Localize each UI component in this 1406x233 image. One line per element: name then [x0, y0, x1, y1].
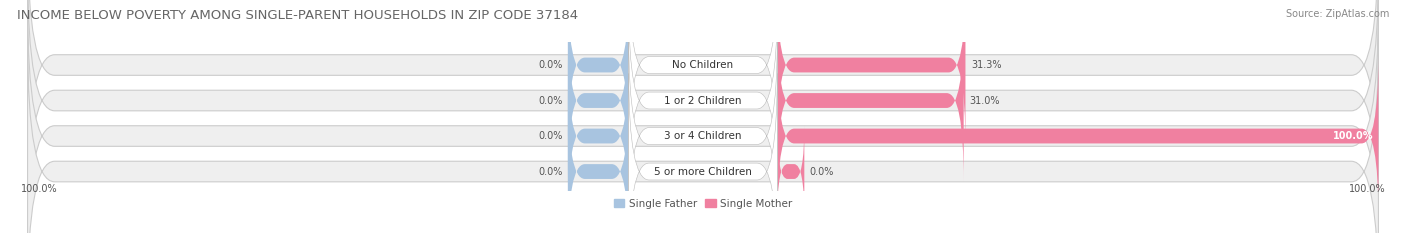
Text: 0.0%: 0.0% — [538, 96, 562, 106]
FancyBboxPatch shape — [778, 126, 804, 217]
Text: No Children: No Children — [672, 60, 734, 70]
Text: 0.0%: 0.0% — [538, 131, 562, 141]
Text: 100.0%: 100.0% — [1348, 184, 1385, 194]
Text: 0.0%: 0.0% — [538, 167, 562, 177]
FancyBboxPatch shape — [628, 3, 778, 199]
Text: 100.0%: 100.0% — [21, 184, 58, 194]
FancyBboxPatch shape — [628, 38, 778, 233]
FancyBboxPatch shape — [778, 55, 1378, 217]
FancyBboxPatch shape — [778, 19, 963, 182]
FancyBboxPatch shape — [568, 55, 628, 217]
FancyBboxPatch shape — [568, 19, 628, 182]
FancyBboxPatch shape — [628, 73, 778, 233]
FancyBboxPatch shape — [568, 0, 628, 146]
FancyBboxPatch shape — [568, 90, 628, 233]
FancyBboxPatch shape — [28, 0, 1378, 232]
Text: 5 or more Children: 5 or more Children — [654, 167, 752, 177]
Text: 1 or 2 Children: 1 or 2 Children — [664, 96, 742, 106]
FancyBboxPatch shape — [28, 4, 1378, 233]
Text: 100.0%: 100.0% — [1333, 131, 1374, 141]
Text: 31.0%: 31.0% — [969, 96, 1000, 106]
Text: INCOME BELOW POVERTY AMONG SINGLE-PARENT HOUSEHOLDS IN ZIP CODE 37184: INCOME BELOW POVERTY AMONG SINGLE-PARENT… — [17, 9, 578, 22]
Text: 31.3%: 31.3% — [972, 60, 1001, 70]
Text: 0.0%: 0.0% — [538, 60, 562, 70]
Text: Source: ZipAtlas.com: Source: ZipAtlas.com — [1285, 9, 1389, 19]
Text: 3 or 4 Children: 3 or 4 Children — [664, 131, 742, 141]
FancyBboxPatch shape — [778, 0, 966, 146]
Text: 0.0%: 0.0% — [810, 167, 834, 177]
FancyBboxPatch shape — [628, 0, 778, 163]
Legend: Single Father, Single Mother: Single Father, Single Mother — [610, 194, 796, 213]
FancyBboxPatch shape — [28, 0, 1378, 197]
FancyBboxPatch shape — [28, 40, 1378, 233]
